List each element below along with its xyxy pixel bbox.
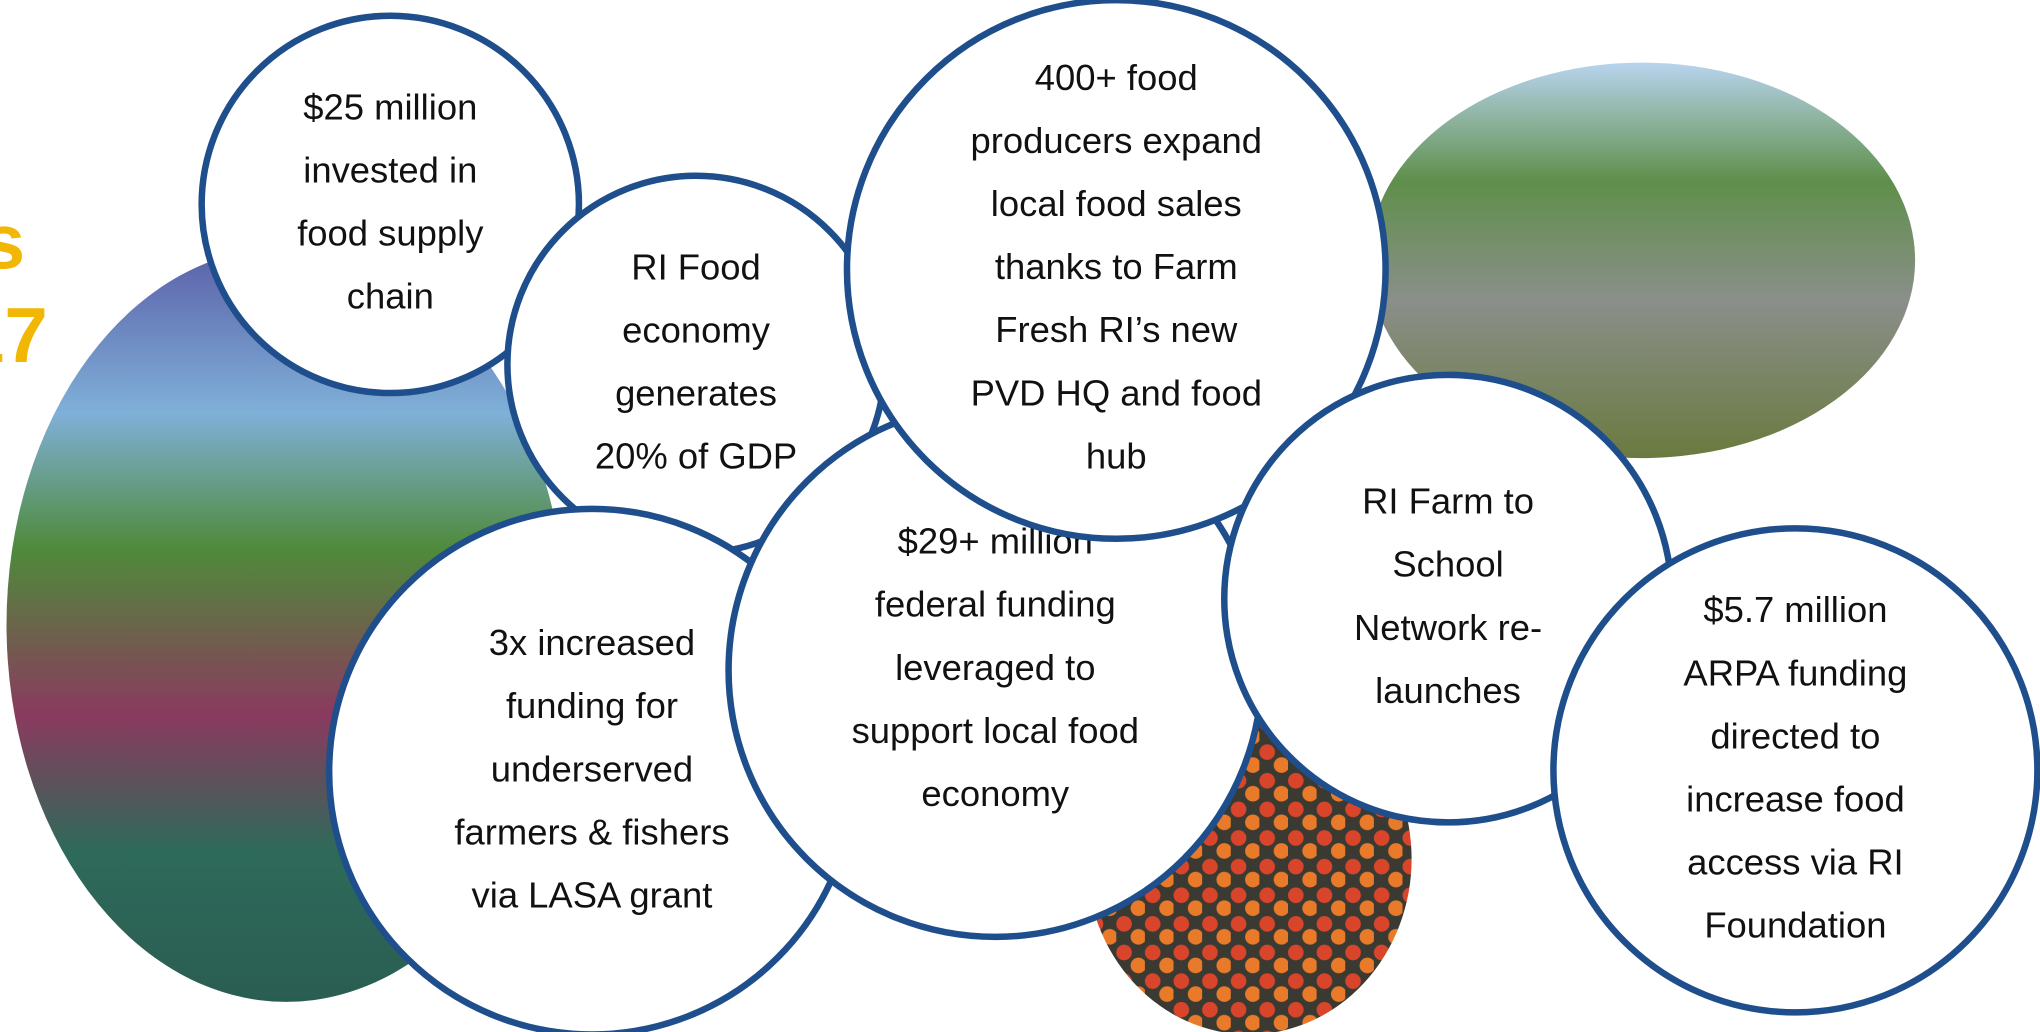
bubble-line: launches — [1375, 670, 1521, 711]
bubble-line: access via RI — [1687, 842, 1903, 883]
bubble: $5.7 million ARPA funding directed to incre… — [1550, 525, 2040, 1016]
bubble-line: thanks to Farm — [995, 246, 1238, 287]
bubble: 400+ food producers expand local food sale… — [843, 0, 1389, 542]
bubble-line: 400+ food — [1035, 57, 1198, 98]
bubble-line: economy — [622, 310, 771, 351]
bubble-line: RI Food — [631, 246, 761, 287]
bubble-line: RI Farm to — [1362, 481, 1534, 522]
bubble-line: Fresh RI’s new — [995, 309, 1238, 350]
bubble-line: Network re- — [1354, 607, 1542, 648]
bubble-circle — [1550, 525, 2040, 1016]
bubble-line: $5.7 million — [1703, 589, 1887, 630]
bubble-line: hub — [1086, 435, 1147, 476]
bubble-line: increase food — [1686, 779, 1905, 820]
bubble-circle — [198, 12, 583, 397]
bubble-line: via LASA grant — [472, 874, 713, 915]
bubble-line: 20% of GDP — [595, 436, 797, 477]
bubbles: $25 million invested in food supply chain RI… — [198, 0, 2040, 1032]
bubble-line: local food sales — [991, 183, 1242, 224]
bubble-line: ARPA funding — [1683, 652, 1907, 693]
bubble: $25 million invested in food supply chain — [198, 12, 583, 397]
bubble-line: PVD HQ and food — [971, 372, 1262, 413]
bubble-line: support local food — [852, 710, 1139, 751]
bubble-line: underserved — [491, 748, 693, 789]
bubble-line: generates — [615, 373, 777, 414]
bubble-line: School — [1392, 544, 1503, 585]
bubble-line: funding for — [506, 685, 678, 726]
bubble-line: directed to — [1710, 715, 1880, 756]
bubble-line: leveraged to — [895, 647, 1095, 688]
bubble: 3x increased funding for underserved farmer… — [325, 505, 858, 1032]
bubble-line: Foundation — [1704, 905, 1886, 946]
heading-fragment: 17 — [0, 291, 48, 379]
bubble-line: $25 million — [303, 86, 477, 127]
bubble-line: producers expand — [971, 120, 1262, 161]
bubble-line: economy — [921, 773, 1070, 814]
bubble-line: invested in — [303, 149, 477, 190]
bubble-line: 3x increased — [489, 622, 695, 663]
bubble-line: food supply — [297, 213, 484, 254]
bubble-line: federal funding — [875, 584, 1116, 625]
heading-fragment: s — [0, 197, 25, 285]
bubble-circle — [843, 0, 1389, 542]
bubble-line: chain — [347, 276, 434, 317]
bubble-line: farmers & fishers — [454, 811, 729, 852]
kids-photo — [1368, 62, 1916, 459]
